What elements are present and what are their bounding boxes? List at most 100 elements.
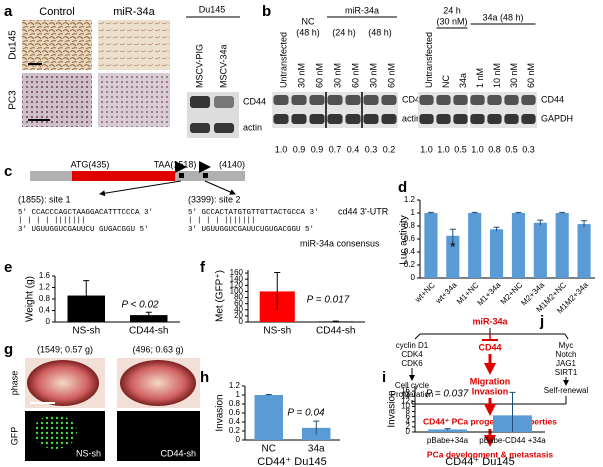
band <box>381 114 397 124</box>
tumor <box>27 360 99 406</box>
utr-seq: 5' CCACCCAGCTAAGGACATTTCCCA 3' <box>18 209 153 217</box>
y-tick-label: 0.4 <box>404 247 416 256</box>
y-tick-label: 20 <box>234 311 243 320</box>
error-bar <box>471 211 478 214</box>
lane-label: 30 nM <box>296 63 306 88</box>
band <box>273 114 289 124</box>
quant-label: 0.3 <box>365 144 378 154</box>
bar <box>468 213 482 278</box>
panel-label: f <box>200 259 206 276</box>
lane-label: Untransfected <box>278 32 288 88</box>
quant-label: 0.4 <box>347 144 360 154</box>
panel-label: b <box>262 3 271 20</box>
lane-label: 60 nM <box>314 63 324 88</box>
ihc-image <box>22 73 92 127</box>
y-tick-label: 2 <box>406 422 411 431</box>
error-bar <box>449 228 456 243</box>
mir-seq: 3' UGUUGGUCGAUUCU GUGACGGU 5' <box>18 226 149 234</box>
band <box>291 95 307 105</box>
quant-label: 0.3 <box>522 144 535 154</box>
mir-label: miR-34a consensus <box>300 238 380 248</box>
x-tick-label: M1+34a <box>475 280 502 307</box>
lane-label: 1 nM <box>475 68 485 88</box>
target-label: Notch <box>556 350 577 359</box>
ihc-image <box>98 73 170 127</box>
band <box>273 95 289 105</box>
lane-label: 30 nM <box>368 63 378 88</box>
target-label: SIRT1 <box>555 368 578 377</box>
band <box>291 114 307 124</box>
band <box>345 95 361 105</box>
error-bar <box>537 219 544 226</box>
annotation: P = 0.017 <box>307 295 350 306</box>
panel-label: e <box>4 259 12 276</box>
quant-label: 0.5 <box>454 144 467 154</box>
y-tick-label: 0.8 <box>229 399 241 408</box>
target-label: JAG1 <box>556 359 577 368</box>
y-tick-label: 0.8 <box>404 221 416 230</box>
error-bar <box>83 280 90 311</box>
band <box>470 114 485 124</box>
band <box>327 95 343 105</box>
outcome-label: Self-renewal <box>544 386 589 395</box>
error-bar <box>427 211 434 214</box>
y-tick-label: 12 <box>401 396 410 405</box>
band <box>214 96 234 108</box>
y-tick-label: 1.2 <box>404 195 416 204</box>
error-bar <box>444 428 451 431</box>
quant-label: 0.8 <box>488 144 501 154</box>
ihc-image <box>22 20 92 70</box>
row-label: Du145 <box>8 30 19 60</box>
quant-label: 1.0 <box>275 144 288 154</box>
band <box>487 95 502 105</box>
tumor <box>120 360 196 406</box>
gfp-image <box>117 411 200 461</box>
panel-label: j <box>539 313 544 330</box>
y-tick-label: 0.8 <box>39 294 51 303</box>
y-tick-label: 60 <box>234 299 243 308</box>
band <box>436 114 451 124</box>
site-title: (1855): site 1 <box>18 194 71 204</box>
target-label: CDK4 <box>401 350 423 359</box>
group-label: miR-34a <box>345 5 379 15</box>
y-tick-label: 80 <box>234 293 243 302</box>
site-box <box>179 173 184 178</box>
panel-label: h <box>200 369 209 386</box>
bar <box>446 235 460 278</box>
band <box>345 114 361 124</box>
ihc-image <box>98 20 170 70</box>
quant-label: 0.7 <box>329 144 342 154</box>
bar <box>130 315 168 322</box>
y-axis-label: Invasion <box>387 390 398 427</box>
band <box>504 95 519 105</box>
y-tick-label: 0.6 <box>404 234 416 243</box>
group-label: (30 nM) <box>436 16 467 26</box>
y-axis-label: Invasion <box>215 394 226 431</box>
annotation: P < 0.02 <box>121 300 159 311</box>
x-tick-label: wt+NC <box>413 280 437 304</box>
group-label: NC <box>302 16 315 26</box>
site-title: (3399): site 2 <box>188 194 241 204</box>
y-tick-label: 0 <box>411 273 416 282</box>
band <box>309 114 325 124</box>
x-tick-label: CD44-sh <box>316 326 355 337</box>
y-tick-label: 160 <box>230 268 244 277</box>
y-tick-label: 0.2 <box>229 426 241 435</box>
y-tick-label: 40 <box>234 305 243 314</box>
panel-label: a <box>4 3 13 20</box>
x-tick-label: NC <box>262 444 276 455</box>
annotation: P = 0.04 <box>287 408 325 419</box>
target-label: Myc <box>559 341 574 350</box>
x-tick-label: wt+34a <box>433 280 459 306</box>
root-label: miR-34a <box>472 316 508 326</box>
band <box>419 114 434 124</box>
error-bar <box>581 220 588 228</box>
y-tick-label: 1 <box>236 390 241 399</box>
y-tick-label: 120 <box>230 280 244 289</box>
gene-label: TAA(1518) <box>154 159 197 169</box>
band-label: GAPDH <box>541 113 573 123</box>
outcome-label: Proliferation <box>391 390 434 399</box>
quant-label: 0.2 <box>383 144 396 154</box>
band-label: actin <box>402 113 421 123</box>
